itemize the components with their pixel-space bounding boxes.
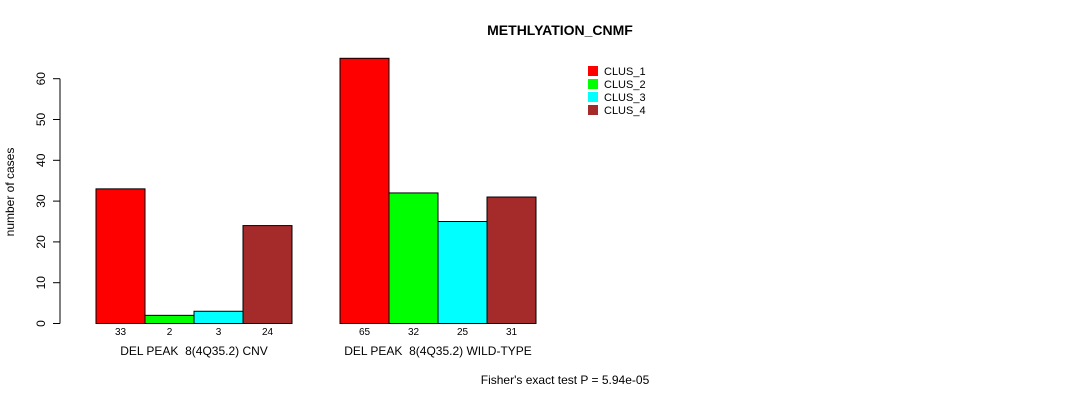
y-tick-label: 60 (34, 72, 48, 86)
bar-clus-3-group-2 (437, 221, 488, 324)
bar-value-label: 25 (457, 327, 469, 338)
bar-value-label: 2 (167, 327, 173, 338)
group-labels: DEL PEAK 8(4Q35.2) CNV DEL PEAK 8(4Q35.2)… (120, 344, 532, 358)
bar-value-label: 24 (262, 327, 274, 338)
y-axis: 0 10 20 30 40 50 60 (34, 72, 61, 327)
fisher-test-footnote: Fisher's exact test P = 5.94e-05 (481, 373, 650, 387)
bar-clus-2-group-1 (144, 314, 195, 324)
y-tick-label: 30 (34, 194, 48, 208)
bars (95, 57, 537, 325)
legend-label: CLUS_4 (604, 105, 646, 117)
legend-label: CLUS_3 (604, 92, 646, 104)
bar-value-label: 32 (408, 327, 420, 338)
legend-swatch (588, 92, 598, 102)
bar-value-label: 33 (115, 327, 127, 338)
y-tick-label: 0 (34, 320, 48, 327)
y-tick-label: 20 (34, 235, 48, 249)
bar-clus-3-group-1 (193, 310, 244, 325)
chart-title: METHLYATION_CNMF (487, 22, 633, 38)
group-label-1: DEL PEAK 8(4Q35.2) CNV (120, 344, 268, 358)
y-tick-label: 50 (34, 113, 48, 127)
y-axis-label: number of cases (3, 148, 17, 237)
bar-value-labels: 33 2 3 24 65 32 25 31 (115, 327, 518, 338)
bar-clus-1-group-2 (339, 57, 390, 325)
bar-value-label: 3 (216, 327, 222, 338)
bar-value-label: 31 (506, 327, 518, 338)
bar-clus-4-group-1 (242, 225, 293, 324)
legend-label: CLUS_2 (604, 79, 646, 91)
legend-swatch (588, 66, 598, 76)
y-tick-label: 40 (34, 153, 48, 167)
bar-clus-1-group-1 (95, 188, 146, 324)
legend-swatch (588, 79, 598, 89)
bar-value-label: 65 (359, 327, 371, 338)
bar-clus-4-group-2 (486, 196, 537, 325)
group-label-2: DEL PEAK 8(4Q35.2) WILD-TYPE (344, 344, 532, 358)
bar-clus-2-group-2 (388, 192, 439, 324)
y-tick-label: 10 (34, 276, 48, 290)
legend-swatch (588, 105, 598, 115)
legend-label: CLUS_1 (604, 66, 646, 78)
